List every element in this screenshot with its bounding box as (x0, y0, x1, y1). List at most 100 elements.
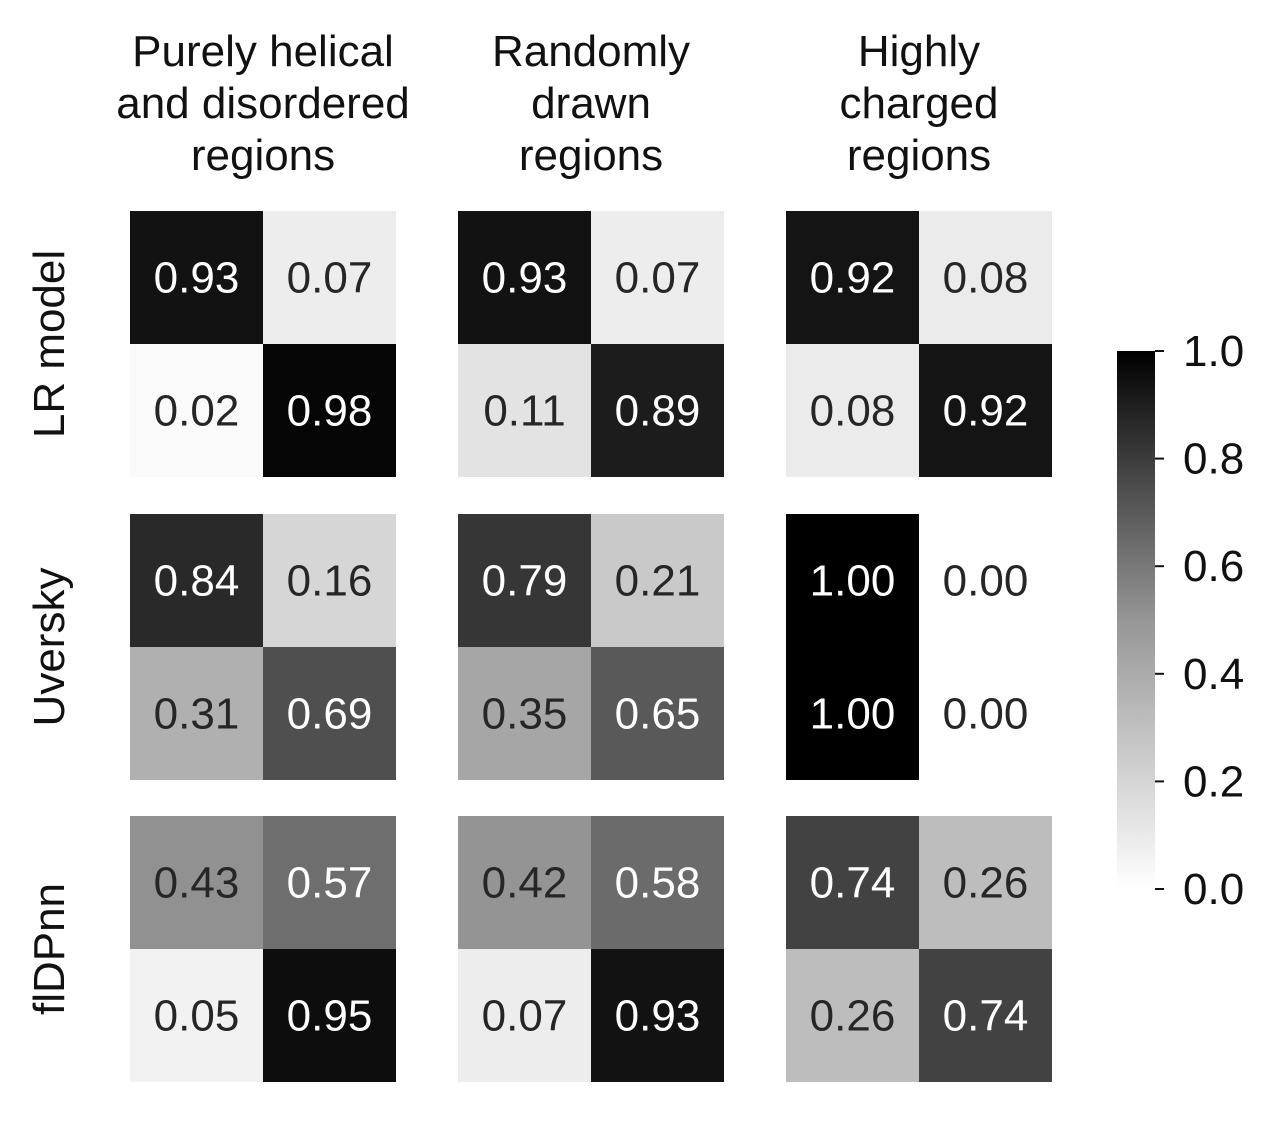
cell-value-label: 0.84 (154, 557, 240, 606)
cell-value-label: 0.58 (615, 859, 701, 908)
matrix-uversky-col-2: 0.79 0.21 0.35 0.65 (458, 514, 724, 780)
heatmap-cell (591, 514, 724, 647)
heatmap-cell (919, 211, 1052, 344)
column-title-line: Purely helical (132, 27, 394, 76)
colorbar-tick-label: 0.0 (1183, 865, 1244, 914)
heatmap-cell (263, 514, 396, 647)
cell-value-label: 0.69 (287, 690, 373, 739)
heatmap-cell (130, 949, 263, 1082)
heatmap-cell (458, 647, 591, 780)
heatmap-cell (458, 816, 591, 949)
matrix-uversky-col-1: 0.84 0.16 0.31 0.69 (130, 514, 396, 780)
cell-value-label: 0.31 (154, 690, 240, 739)
column-title-line: Highly (858, 27, 980, 76)
cell-value-label: 0.11 (483, 387, 565, 436)
cell-value-label: 1.00 (810, 557, 896, 606)
heatmap-cell (263, 344, 396, 477)
cell-value-label: 0.74 (810, 859, 896, 908)
colorbar-gradient (1117, 351, 1155, 889)
matrix-fldpnn-col-1: 0.43 0.57 0.05 0.95 (130, 816, 396, 1082)
colorbar-tick-label: 0.4 (1183, 650, 1244, 699)
cell-value-label: 0.21 (615, 557, 701, 606)
heatmap-cell (786, 647, 919, 780)
cell-value-label: 0.89 (615, 387, 701, 436)
cell-value-label: 0.43 (154, 859, 240, 908)
colorbar-tick-label: 0.6 (1183, 542, 1244, 591)
cell-value-label: 0.57 (287, 859, 373, 908)
heatmap-cell (458, 949, 591, 1082)
heatmap-cell (786, 816, 919, 949)
heatmap-cell (786, 514, 919, 647)
heatmap-cell (591, 647, 724, 780)
heatmap-cell (130, 211, 263, 344)
column-title-line: regions (847, 131, 991, 180)
row-label: Uversky (25, 568, 74, 727)
cell-value-label: 0.07 (287, 254, 373, 303)
heatmap-cell (591, 949, 724, 1082)
column-title-line: regions (519, 131, 663, 180)
heatmap-cell (263, 949, 396, 1082)
cell-value-label: 0.07 (482, 992, 568, 1041)
heatmap-cell (591, 344, 724, 477)
heatmap-cell (458, 514, 591, 647)
cell-value-label: 0.93 (482, 254, 568, 303)
cell-value-label: 0.02 (154, 387, 240, 436)
heatmap-cell (458, 344, 591, 477)
heatmap-cell (263, 211, 396, 344)
cell-value-label: 1.00 (810, 690, 896, 739)
matrix-lr-model-col-3: 0.92 0.08 0.08 0.92 (786, 211, 1052, 477)
matrix-fldpnn-col-3: 0.74 0.26 0.26 0.74 (786, 816, 1052, 1082)
cell-value-label: 0.65 (615, 690, 701, 739)
cell-value-label: 0.26 (810, 992, 896, 1041)
cell-value-label: 0.93 (615, 992, 701, 1041)
cell-value-label: 0.98 (287, 387, 373, 436)
heatmap-cell (591, 816, 724, 949)
cell-value-label: 0.42 (482, 859, 568, 908)
cell-value-label: 0.93 (154, 254, 240, 303)
cell-value-label: 0.92 (943, 387, 1029, 436)
matrix-lr-model-col-2: 0.93 0.07 0.11 0.89 (458, 211, 724, 477)
column-title-line: and disordered (116, 79, 410, 128)
column-title-line: charged (839, 79, 998, 128)
heatmap-cell (786, 344, 919, 477)
colorbar: 0.0 0.2 0.4 0.6 0.8 1.0 (1117, 327, 1244, 914)
heatmap-cell (130, 816, 263, 949)
row-label: flDPnn (25, 883, 74, 1015)
heatmap-cell (786, 211, 919, 344)
cell-value-label: 0.16 (287, 557, 373, 606)
colorbar-tick-label: 1.0 (1183, 327, 1244, 376)
column-title-line: regions (191, 131, 335, 180)
colorbar-tick-label: 0.2 (1183, 757, 1244, 806)
heatmap-cell (130, 647, 263, 780)
matrix-lr-model-col-1: 0.93 0.07 0.02 0.98 (130, 211, 396, 477)
heatmap-cell (919, 514, 1052, 647)
heatmap-cell (919, 647, 1052, 780)
cell-value-label: 0.79 (482, 557, 568, 606)
cell-value-label: 0.05 (154, 992, 240, 1041)
cell-value-label: 0.00 (943, 690, 1029, 739)
heatmap-cell (786, 949, 919, 1082)
row-label: LR model (25, 250, 74, 438)
heatmap-cell (263, 816, 396, 949)
column-title-line: drawn (531, 79, 651, 128)
heatmap-cell (591, 211, 724, 344)
cell-value-label: 0.08 (943, 254, 1029, 303)
row-labels: LR model Uversky flDPnn (25, 250, 74, 1015)
heatmap-cell (919, 949, 1052, 1082)
cell-value-label: 0.35 (482, 690, 568, 739)
colorbar-tick-label: 0.8 (1183, 435, 1244, 484)
matrix-uversky-col-3: 1.00 0.00 1.00 0.00 (786, 514, 1052, 780)
cell-value-label: 0.08 (810, 387, 896, 436)
confusion-matrices: 0.93 0.07 0.02 0.98 0.93 0.07 0.11 0.89 0.92 0.08… (130, 211, 1052, 1082)
cell-value-label: 0.00 (943, 557, 1029, 606)
heatmap-cell (919, 816, 1052, 949)
cell-value-label: 0.74 (943, 992, 1029, 1041)
cell-value-label: 0.07 (615, 254, 701, 303)
matrix-fldpnn-col-2: 0.42 0.58 0.07 0.93 (458, 816, 724, 1082)
heatmap-cell (263, 647, 396, 780)
cell-value-label: 0.95 (287, 992, 373, 1041)
heatmap-cell (130, 514, 263, 647)
cell-value-label: 0.26 (943, 859, 1029, 908)
